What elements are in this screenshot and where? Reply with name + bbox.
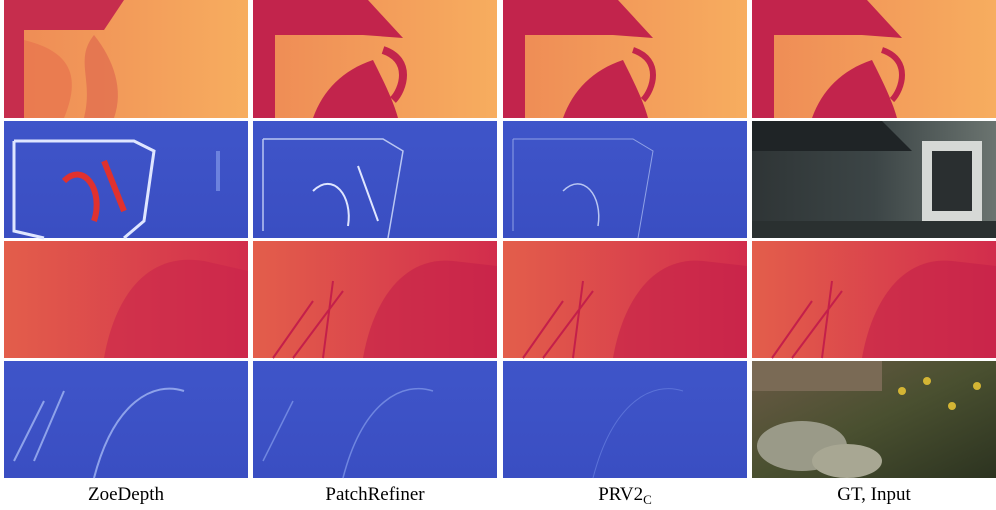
figure: ZoeDepth PatchRefiner PRV2C GT, Input: [0, 0, 996, 510]
row-error-2: [4, 361, 996, 478]
column-label: ZoeDepth: [88, 484, 164, 505]
column-label: PRV2C: [598, 484, 652, 507]
page: ZoeDepth PatchRefiner PRV2C GT, Input ((…: [0, 0, 996, 510]
row-depth-2: [4, 241, 996, 358]
column-label: GT, Input: [837, 484, 911, 505]
column-label-main: PRV2: [598, 484, 643, 505]
column-label-subscript: C: [643, 492, 652, 507]
column-label: PatchRefiner: [325, 484, 425, 505]
row-depth-1: [4, 0, 996, 118]
row-error-1: [4, 121, 996, 238]
